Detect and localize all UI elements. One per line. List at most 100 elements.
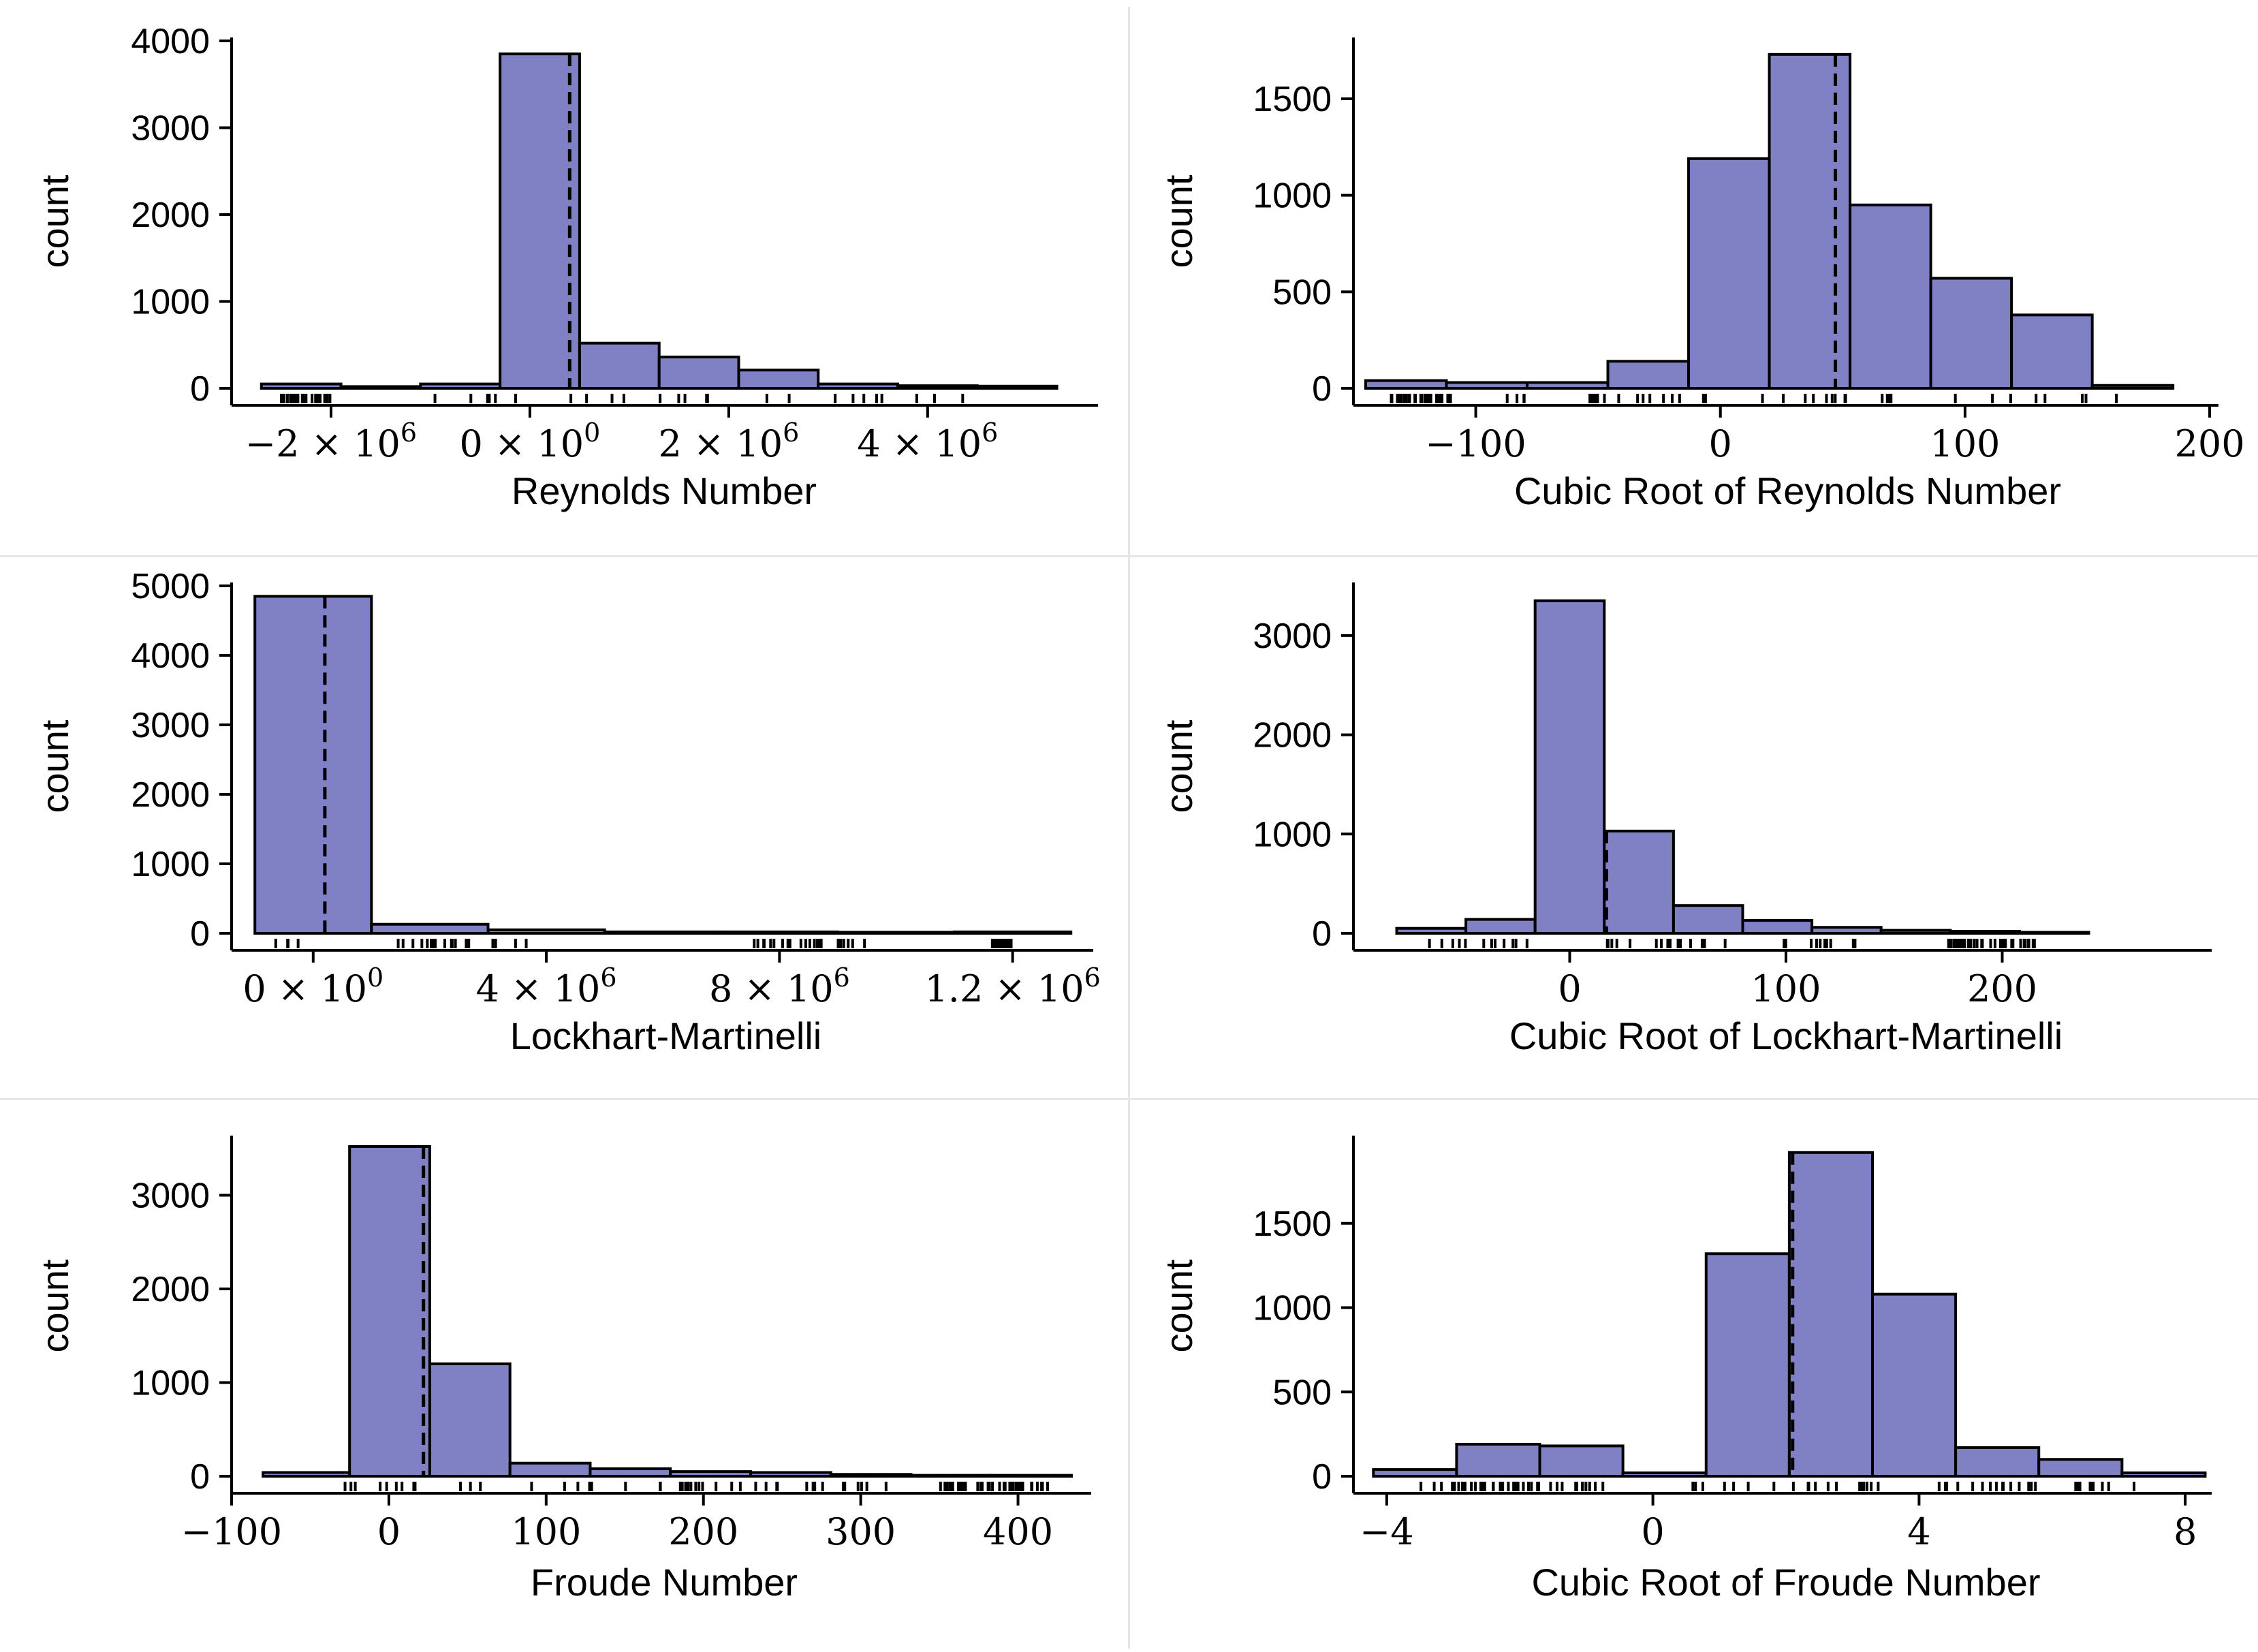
chart-2-bar-1	[370, 922, 490, 935]
chart-0-y-tick-label-0: 0	[190, 369, 210, 409]
chart-3-bar-2	[1533, 599, 1606, 935]
chart-1-x-tick-label-0: −100	[1425, 422, 1526, 465]
chart-2-x-axis-title: Lockhart-Martinelli	[510, 1014, 822, 1057]
chart-5-x-tick-label-2: 4	[1907, 1510, 1930, 1553]
chart-4-y-axis-title: count	[33, 1259, 76, 1352]
chart-2-y-tick-label-0: 0	[190, 914, 210, 954]
chart-2-bar-6	[953, 930, 1073, 935]
chart-2-y-tick-label-5: 5000	[131, 567, 210, 606]
chart-2-y-tick-label-2: 2000	[131, 775, 210, 815]
chart-3-bar-4	[1672, 904, 1744, 935]
chart-1-bar-9	[2090, 384, 2175, 390]
chart-0-bar-1	[339, 385, 422, 390]
chart-4-bar-4	[589, 1467, 672, 1478]
reynolds-histogram-panel: 0 1000 2000 3000 4000 −2 × 106 0 × 100 2 × 106 4…	[33, 22, 1098, 512]
chart-3-rug	[1428, 939, 2036, 948]
chart-3-y-tick-label-2: 2000	[1253, 716, 1332, 755]
chart-0-x-tick-label-3: 4 × 106	[857, 418, 998, 465]
chart-1-bar-5	[1768, 52, 1852, 390]
chart-3-y-axis-title: count	[1157, 719, 1200, 813]
chart-0-y-tick-label-1: 1000	[131, 283, 210, 322]
chart-4-x-tick-label-1: 0	[377, 1510, 401, 1553]
chart-0-bar-8	[896, 384, 979, 390]
froude-histogram-panel: 0 1000 2000 3000 −100 0 100 200 300 400 Froude Num…	[33, 1136, 1091, 1604]
chart-0-rug	[279, 394, 965, 403]
chart-2-bar-5	[836, 931, 956, 935]
chart-0-bar-9	[975, 384, 1059, 390]
chart-4-rug	[343, 1482, 1050, 1491]
chart-2-y-tick-label-4: 4000	[131, 636, 210, 676]
chart-3-y-tick-label-3: 3000	[1253, 617, 1332, 656]
chart-5-bar-3	[1621, 1471, 1708, 1478]
chart-3-bar-3	[1603, 829, 1675, 935]
divider-horizontal-bottom	[0, 1098, 2258, 1100]
chart-0-bar-2	[419, 382, 502, 390]
chart-1-rug	[1390, 394, 2118, 403]
chart-5-x-tick-label-1: 0	[1641, 1510, 1664, 1553]
chart-0-x-tick-label-0: −2 × 106	[245, 418, 417, 465]
chart-0-bar-0	[260, 382, 343, 390]
chart-5-bar-8	[2037, 1458, 2124, 1478]
chart-0-bar-4	[578, 341, 661, 390]
chart-4-y-tick-label-2: 2000	[131, 1270, 210, 1309]
chart-1-bar-4	[1687, 157, 1771, 390]
chart-3-bar-1	[1464, 918, 1537, 935]
chart-1-bar-2	[1526, 381, 1610, 390]
chart-4-x-tick-label-0: −100	[181, 1510, 282, 1553]
chart-0-y-tick-label-3: 3000	[131, 109, 210, 149]
chart-0-x-axis-title: Reynolds Number	[512, 469, 817, 512]
chart-1-bar-1	[1445, 381, 1529, 390]
chart-5-bar-4	[1704, 1252, 1791, 1478]
chart-5-bar-5	[1787, 1151, 1875, 1478]
chart-1-bar-7	[1929, 277, 2013, 390]
chart-0-y-tick-label-2: 2000	[131, 196, 210, 235]
chart-2-rug	[274, 939, 1013, 948]
chart-0-x-tick-label-1: 0 × 100	[460, 418, 601, 465]
chart-2-x-tick-label-3: 1.2 × 106	[924, 963, 1100, 1010]
chart-0-bar-6	[737, 369, 820, 390]
chart-5-rug	[1420, 1482, 2136, 1491]
chart-1-bar-6	[1849, 203, 1932, 390]
chart-4-bar-2	[428, 1362, 512, 1478]
chart-1-y-axis-title: count	[1157, 174, 1200, 268]
chart-5-x-axis-title: Cubic Root of Froude Number	[1531, 1561, 2040, 1604]
chart-5-bar-1	[1455, 1442, 1541, 1478]
chart-5-bar-2	[1538, 1444, 1625, 1478]
chart-2-bar-2	[486, 928, 606, 935]
chart-1-y-tick-label-3: 1500	[1253, 80, 1332, 119]
chart-3-x-tick-label-2: 200	[1967, 967, 2037, 1010]
chart-4-bar-7	[829, 1473, 913, 1478]
chart-3-bar-7	[1879, 929, 1952, 935]
chart-4-bar-3	[508, 1461, 592, 1478]
chart-2-y-tick-label-3: 3000	[131, 706, 210, 745]
chart-4-x-tick-label-5: 400	[983, 1510, 1053, 1553]
chart-4-y-tick-label-1: 1000	[131, 1364, 210, 1403]
chart-0-bar-7	[817, 382, 900, 390]
chart-4-y-tick-label-3: 3000	[131, 1176, 210, 1216]
chart-3-y-tick-label-0: 0	[1312, 914, 1332, 954]
chart-1-x-tick-label-3: 200	[2175, 422, 2245, 465]
divider-horizontal-top	[0, 555, 2258, 557]
chart-4-y-tick-label-0: 0	[190, 1457, 210, 1497]
chart-1-bar-8	[2010, 313, 2094, 390]
chart-0-y-tick-label-4: 4000	[131, 22, 210, 61]
chart-1-x-tick-label-2: 100	[1930, 422, 2000, 465]
chart-2-x-tick-label-2: 8 × 106	[709, 963, 850, 1010]
chart-5-bar-6	[1871, 1292, 1958, 1478]
chart-4-bar-5	[669, 1470, 753, 1478]
chart-2-x-tick-label-1: 4 × 106	[476, 963, 617, 1010]
chart-5-x-tick-label-3: 8	[2174, 1510, 2197, 1553]
chart-2-y-axis-title: count	[33, 719, 76, 813]
chart-3-bar-5	[1741, 919, 1814, 935]
chart-0-bar-3	[499, 52, 581, 390]
cubic-root-froude-histogram-panel: 0 500 1000 1500 −4 0 4 8 Cubic Root of Froude Nu…	[1157, 1136, 2212, 1604]
chart-0-bar-5	[657, 356, 740, 390]
chart-4-bar-1	[348, 1145, 431, 1478]
chart-5-x-tick-label-0: −4	[1360, 1510, 1414, 1553]
chart-2-x-tick-label-0: 0 × 100	[242, 963, 383, 1010]
chart-3-bar-8	[1949, 930, 2021, 935]
lockhart-martinelli-histogram-panel: 0 1000 2000 3000 4000 5000 0 × 100 4 × 106 8 × 1…	[33, 567, 1101, 1057]
chart-3-bar-6	[1810, 926, 1883, 935]
